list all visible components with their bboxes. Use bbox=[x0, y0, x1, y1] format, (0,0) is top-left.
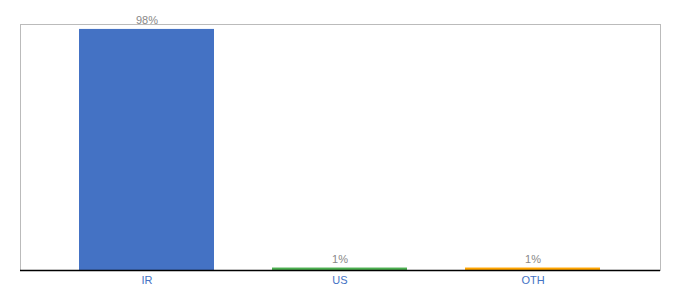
svg-text:98%: 98% bbox=[136, 14, 158, 27]
svg-text:1%: 1% bbox=[332, 253, 348, 265]
svg-text:US: US bbox=[332, 274, 347, 286]
svg-text:OTH: OTH bbox=[521, 274, 544, 286]
svg-text:IR: IR bbox=[142, 274, 153, 286]
svg-text:1%: 1% bbox=[525, 253, 541, 265]
